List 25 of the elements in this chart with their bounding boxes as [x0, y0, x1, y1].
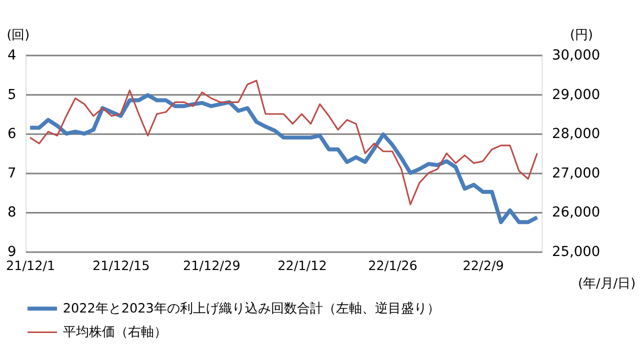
- y-tick-label: 7: [7, 165, 16, 182]
- y-tick-label: 6: [7, 126, 16, 142]
- line-series: [28, 93, 540, 224]
- x-tick-label: 22/1/26: [368, 258, 418, 274]
- line-series: [29, 80, 538, 206]
- y-tick-label: 8: [7, 204, 16, 221]
- y2-tick-label: 30,000: [552, 47, 600, 64]
- y-tick-label: 9: [7, 244, 16, 260]
- y2-tick-label: 29,000: [552, 86, 600, 103]
- legend-label: 平均株価（右軸）: [62, 325, 167, 340]
- y-axis-title: (回): [6, 28, 30, 43]
- y2-tick-label: 25,000: [552, 244, 600, 260]
- x-tick-label: 22/1/12: [278, 258, 327, 274]
- y-tick-label: 5: [7, 86, 16, 103]
- x-tick-label: 21/12/29: [183, 258, 240, 274]
- x-tick-label: 21/12/15: [92, 258, 150, 274]
- x-tick-label: 22/2/9: [462, 258, 504, 274]
- y2-tick-label: 27,000: [552, 165, 600, 182]
- y2-axis-title: (円): [570, 28, 593, 43]
- legend-label: 2022年と2023年の利上げ織り込み回数合計（左軸、逆目盛り）: [62, 302, 440, 317]
- y2-tick-label: 28,000: [552, 126, 600, 142]
- x-axis-title: (年/月/日): [578, 276, 636, 292]
- y-tick-label: 4: [7, 47, 16, 64]
- y2-tick-label: 26,000: [552, 204, 600, 221]
- x-tick-label: 21/12/1: [6, 258, 56, 274]
